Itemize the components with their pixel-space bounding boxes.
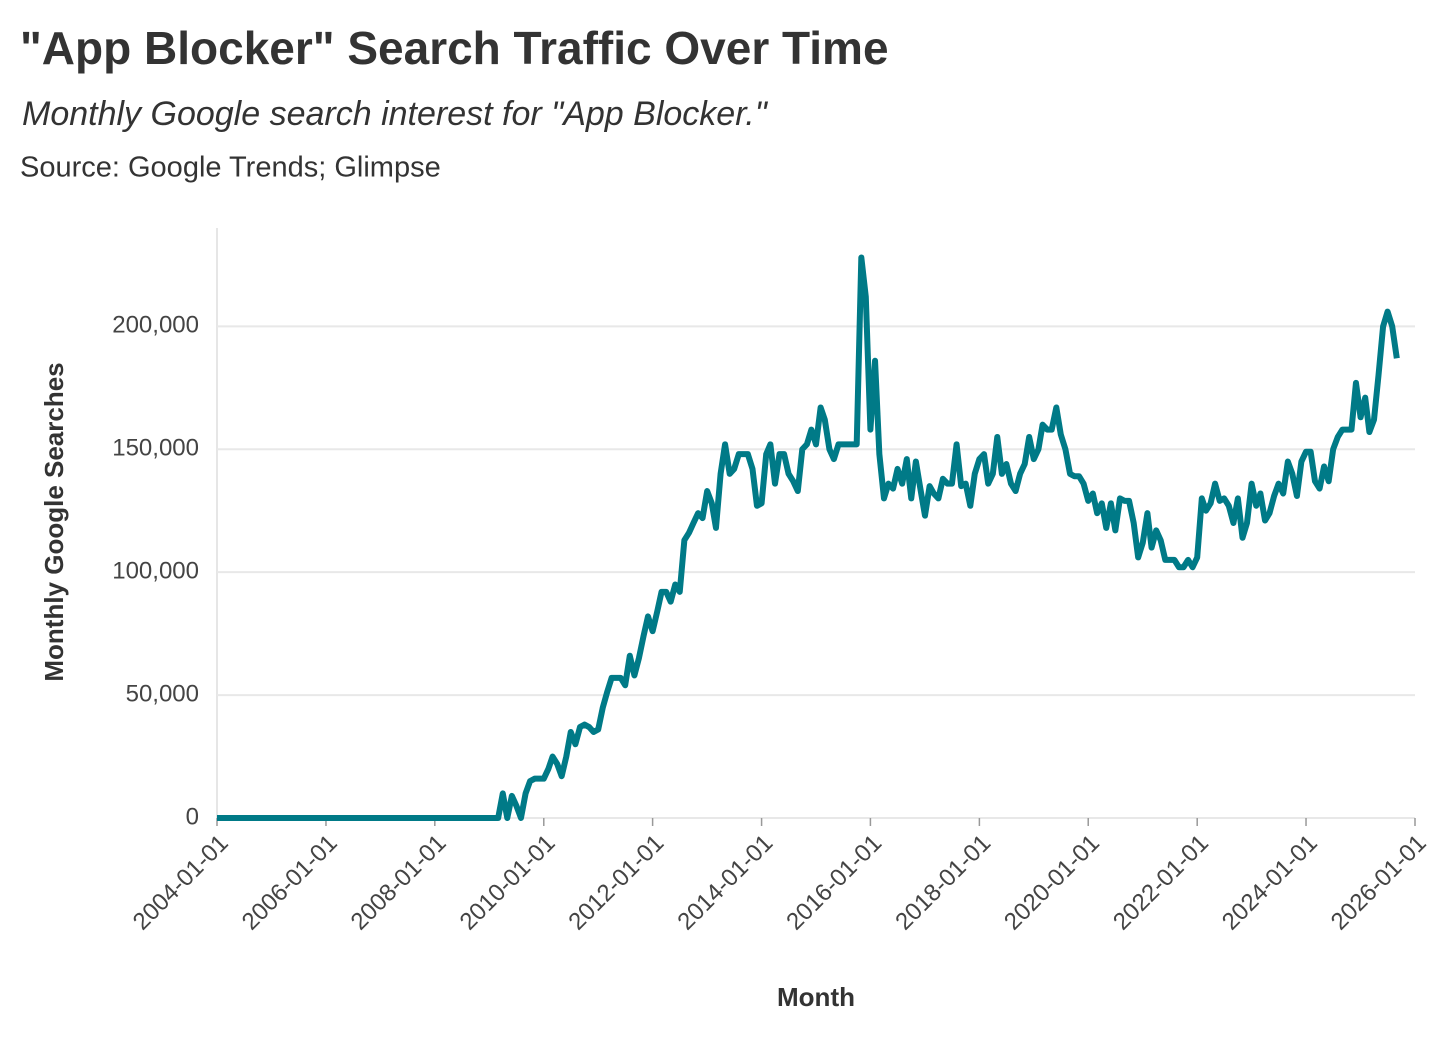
- x-tick-label: 2010-01-01: [455, 830, 561, 936]
- x-axis-label: Month: [777, 982, 855, 1012]
- x-tick-label: 2008-01-01: [346, 830, 452, 936]
- x-tick-label: 2022-01-01: [1108, 830, 1214, 936]
- x-tick-label: 2014-01-01: [672, 830, 778, 936]
- x-tick-label: 2006-01-01: [237, 830, 343, 936]
- x-tick-label: 2024-01-01: [1217, 830, 1323, 936]
- x-tick-label: 2026-01-01: [1326, 830, 1432, 936]
- x-tick-label: 2004-01-01: [128, 830, 234, 936]
- y-tick-label: 50,000: [126, 680, 199, 707]
- chart-subtitle: Monthly Google search interest for "App …: [22, 95, 769, 133]
- x-tick-label: 2020-01-01: [999, 830, 1105, 936]
- chart-source: Source: Google Trends; Glimpse: [20, 152, 441, 184]
- y-tick-label: 150,000: [112, 435, 199, 462]
- series-line: [217, 254, 1400, 821]
- chart-title: "App Blocker" Search Traffic Over Time: [20, 22, 889, 74]
- y-tick-label: 200,000: [112, 312, 199, 339]
- y-tick-label: 0: [186, 803, 199, 830]
- x-tick-label: 2012-01-01: [563, 830, 669, 936]
- x-tick-label: 2018-01-01: [890, 830, 996, 936]
- y-axis-label: Monthly Google Searches: [39, 362, 69, 681]
- x-tick-label: 2016-01-01: [781, 830, 887, 936]
- y-tick-label: 100,000: [112, 558, 199, 585]
